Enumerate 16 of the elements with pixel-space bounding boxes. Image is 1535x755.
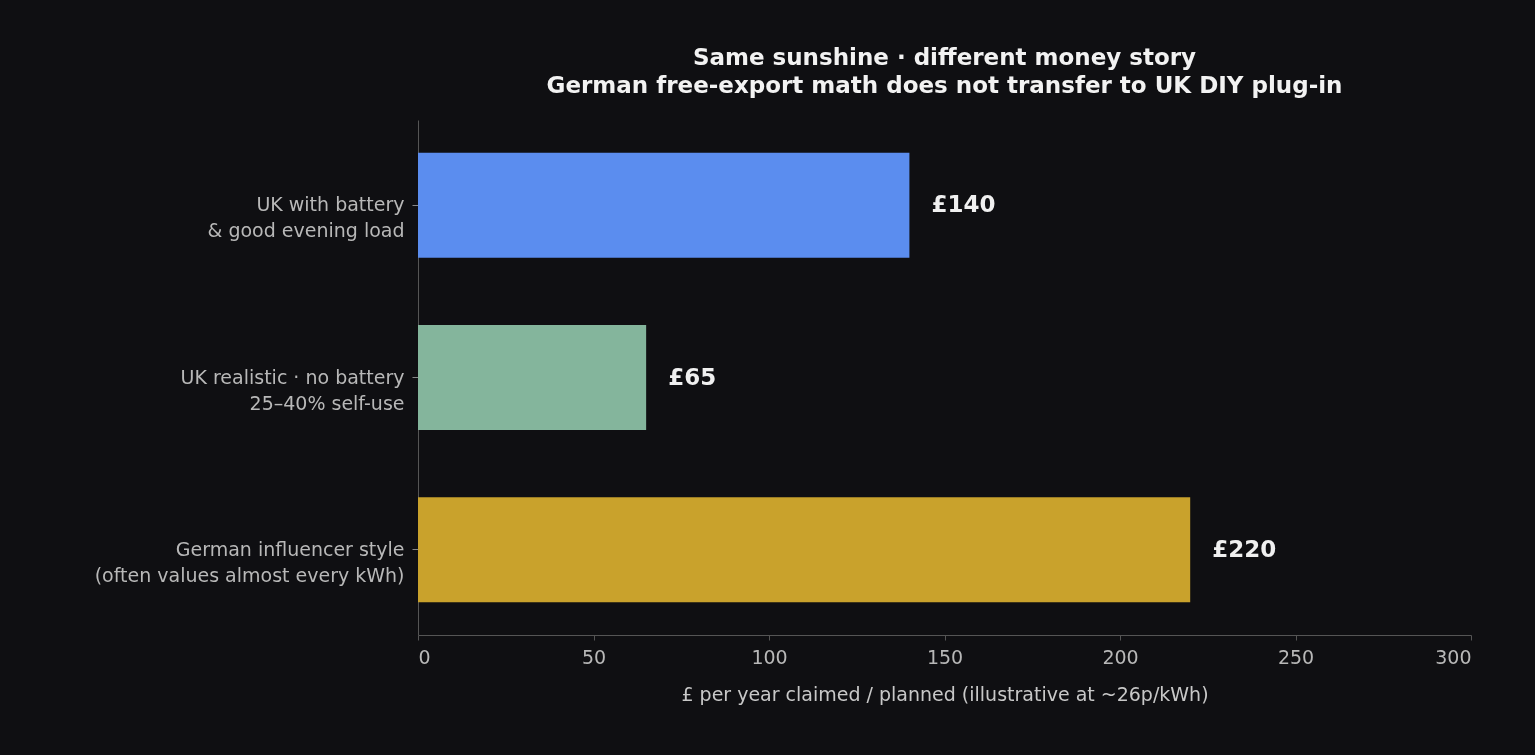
x-tick-label: 150 xyxy=(926,645,964,668)
x-axis-title: £ per year claimed / planned (illustrative at ~26p/kWh) xyxy=(681,682,1209,705)
x-tick-label: 300 xyxy=(1435,645,1472,668)
data-label: £140 xyxy=(931,191,996,218)
x-tick-label: 250 xyxy=(1277,645,1315,668)
x-tick-label: 50 xyxy=(581,645,607,668)
data-label: £65 xyxy=(668,363,717,390)
chart-subtitle: German free-export math does not transfer to UK DIY plug-in xyxy=(546,72,1343,98)
chart-title: Same sunshine · different money story xyxy=(692,44,1197,70)
x-tick-label: 100 xyxy=(751,645,788,668)
x-tick-label: 0 xyxy=(418,645,431,668)
data-label: £220 xyxy=(1212,535,1277,562)
x-tick-label: 200 xyxy=(1102,645,1139,668)
y-tick-label: UK with battery & good evening load xyxy=(207,193,405,242)
y-tick-label: German influencer style (often values almost every kWh) xyxy=(94,537,405,586)
y-tick-label: UK realistic · no battery 25–40% self-use xyxy=(180,365,405,414)
